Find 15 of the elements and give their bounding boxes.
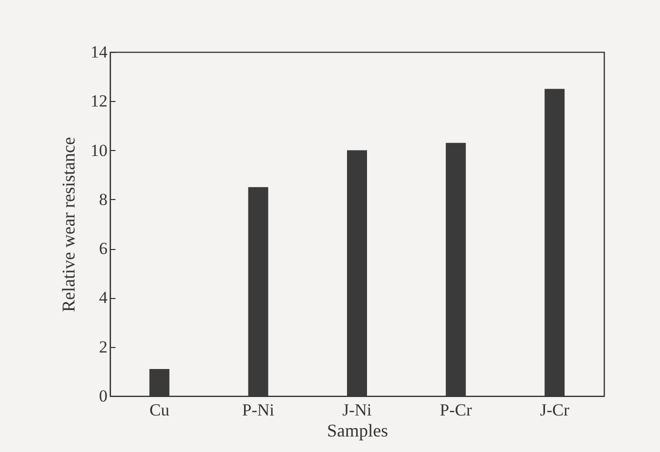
x-tick-label: P-Cr: [440, 400, 472, 420]
x-tick-label: P-Ni: [242, 400, 275, 420]
y-tick-label: 12: [90, 92, 108, 111]
y-tick-label: 2: [99, 337, 108, 356]
y-tick-label: 4: [99, 288, 108, 308]
y-tick-label: 0: [99, 386, 108, 406]
x-tick-label: J-Cr: [540, 400, 570, 420]
x-tick-label: J-Ni: [342, 400, 372, 420]
y-tick-label: 8: [99, 190, 108, 209]
y-axis-title: Relative wear resistance: [58, 137, 78, 312]
y-tick-label: 10: [90, 140, 108, 160]
y-tick-label: 6: [99, 239, 108, 258]
y-tick-label: 14: [90, 42, 108, 62]
x-axis-title: Samples: [327, 420, 388, 440]
x-tick-label: Cu: [149, 400, 170, 420]
